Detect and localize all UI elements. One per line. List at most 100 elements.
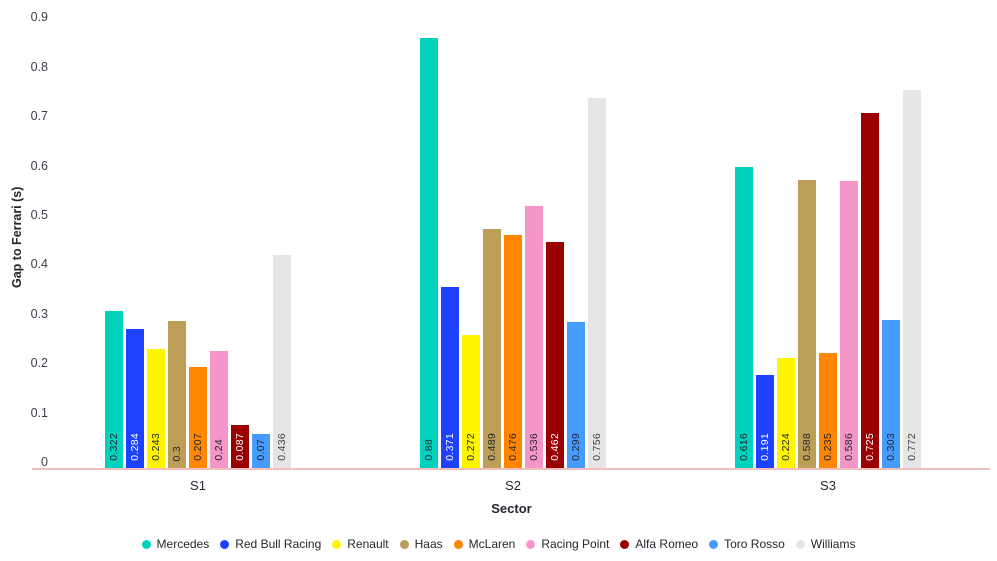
x-category-label-s3: S3	[820, 478, 836, 493]
bar-value-label: 0.586	[843, 433, 855, 461]
legend-item-williams[interactable]: Williams	[795, 537, 856, 551]
bar-haas-s1[interactable]: 0.3	[168, 321, 186, 468]
y-tick-label: 0.6	[30, 159, 48, 173]
bar-value-label: 0.224	[780, 433, 792, 461]
bar-value-label: 0.616	[738, 433, 750, 461]
bar-mclaren-s2[interactable]: 0.476	[504, 235, 522, 468]
bar-value-label: 0.3	[171, 445, 183, 462]
legend-item-red-bull-racing[interactable]: Red Bull Racing	[220, 537, 321, 551]
bar-toro-rosso-s2[interactable]: 0.299	[567, 322, 585, 468]
bar-group-s1: 0.322 0.284 0.243 0.3 0.207 0.24 0.087 0.07 0.43…	[105, 18, 291, 468]
bar-value-label: 0.322	[108, 433, 120, 461]
bar-haas-s3[interactable]: 0.588	[798, 180, 816, 468]
legend-item-mclaren[interactable]: McLaren	[453, 537, 516, 551]
y-tick-label: 0.2	[30, 356, 48, 370]
bar-mclaren-s3[interactable]: 0.235	[819, 353, 837, 468]
bar-renault-s1[interactable]: 0.243	[147, 349, 165, 468]
bar-value-label: 0.272	[465, 433, 477, 461]
bar-value-label: 0.207	[192, 433, 204, 461]
legend-label: Red Bull Racing	[235, 537, 322, 551]
legend-item-racing-point[interactable]: Racing Point	[526, 537, 609, 551]
bar-value-label: 0.24	[213, 439, 225, 461]
bar-value-label: 0.07	[255, 439, 267, 461]
legend-swatch-icon	[795, 539, 805, 549]
bar-racing-point-s1[interactable]: 0.24	[210, 351, 228, 468]
bar-group-s2: 0.88 0.371 0.272 0.489 0.476 0.536 0.462 0.299 0…	[420, 18, 606, 468]
bar-mercedes-s3[interactable]: 0.616	[735, 167, 753, 468]
bar-alfa-romeo-s3[interactable]: 0.725	[861, 113, 879, 468]
x-axis-line	[32, 468, 990, 470]
y-tick-label: 0.3	[30, 307, 48, 321]
bar-group-s3: 0.616 0.191 0.224 0.588 0.235 0.586 0.725 0.303…	[735, 18, 921, 468]
bar-value-label: 0.772	[906, 433, 918, 461]
bar-value-label: 0.235	[822, 433, 834, 461]
y-tick-label: 0.8	[30, 60, 48, 74]
y-tick-label: 0	[41, 455, 48, 469]
bar-williams-s3[interactable]: 0.772	[903, 90, 921, 468]
legend-swatch-icon	[526, 539, 536, 549]
bar-renault-s2[interactable]: 0.272	[462, 335, 480, 468]
bar-value-label: 0.436	[276, 433, 288, 461]
bar-value-label: 0.756	[591, 433, 603, 461]
bar-value-label: 0.284	[129, 433, 141, 461]
legend-swatch-icon	[332, 539, 342, 549]
bar-red-bull-racing-s1[interactable]: 0.284	[126, 329, 144, 468]
legend-swatch-icon	[453, 539, 463, 549]
legend-item-haas[interactable]: Haas	[399, 537, 443, 551]
y-tick-label: 0.9	[30, 10, 48, 24]
bar-toro-rosso-s3[interactable]: 0.303	[882, 320, 900, 468]
bar-value-label: 0.303	[885, 433, 897, 461]
legend-label: McLaren	[468, 537, 516, 551]
bar-red-bull-racing-s3[interactable]: 0.191	[756, 375, 774, 468]
bar-alfa-romeo-s1[interactable]: 0.087	[231, 425, 249, 468]
bar-red-bull-racing-s2[interactable]: 0.371	[441, 287, 459, 468]
legend-item-mercedes[interactable]: Mercedes	[141, 537, 210, 551]
bar-value-label: 0.299	[570, 433, 582, 461]
bar-value-label: 0.536	[528, 433, 540, 461]
bar-mercedes-s1[interactable]: 0.322	[105, 311, 123, 468]
legend-label: Toro Rosso	[724, 537, 785, 551]
y-tick-label: 0.1	[30, 406, 48, 420]
bar-value-label: 0.489	[486, 433, 498, 461]
y-tick-label: 0.7	[30, 109, 48, 123]
legend-label: Alfa Romeo	[635, 537, 699, 551]
legend-label: Williams	[810, 537, 856, 551]
legend-item-alfa-romeo[interactable]: Alfa Romeo	[620, 537, 698, 551]
legend-label: Renault	[347, 537, 389, 551]
bar-value-label: 0.462	[549, 433, 561, 461]
bar-alfa-romeo-s2[interactable]: 0.462	[546, 242, 564, 468]
legend: Mercedes Red Bull Racing Renault Haas McLare…	[0, 537, 997, 551]
bar-value-label: 0.476	[507, 433, 519, 461]
bar-racing-point-s2[interactable]: 0.536	[525, 206, 543, 468]
bar-williams-s1[interactable]: 0.436	[273, 255, 291, 468]
legend-swatch-icon	[399, 539, 409, 549]
bar-toro-rosso-s1[interactable]: 0.07	[252, 434, 270, 468]
bar-value-label: 0.588	[801, 433, 813, 461]
x-category-label-s1: S1	[190, 478, 206, 493]
legend-swatch-icon	[220, 539, 230, 549]
bar-value-label: 0.191	[759, 433, 771, 461]
x-axis-title: Sector	[491, 501, 532, 516]
legend-label: Racing Point	[541, 537, 610, 551]
legend-swatch-icon	[141, 539, 151, 549]
y-tick-label: 0.4	[30, 257, 48, 271]
bar-williams-s2[interactable]: 0.756	[588, 98, 606, 468]
legend-label: Haas	[414, 537, 443, 551]
x-category-label-s2: S2	[505, 478, 521, 493]
y-tick-label: 0.5	[30, 208, 48, 222]
bar-racing-point-s3[interactable]: 0.586	[840, 181, 858, 468]
bar-value-label: 0.371	[444, 433, 456, 461]
bar-value-label: 0.725	[864, 433, 876, 461]
y-axis-title: Gap to Ferrari (s)	[10, 186, 24, 288]
bar-renault-s3[interactable]: 0.224	[777, 358, 795, 468]
bar-value-label: 0.243	[150, 433, 162, 461]
bar-mclaren-s1[interactable]: 0.207	[189, 367, 207, 468]
bar-haas-s2[interactable]: 0.489	[483, 229, 501, 468]
bar-mercedes-s2[interactable]: 0.88	[420, 38, 438, 468]
legend-item-renault[interactable]: Renault	[332, 537, 389, 551]
legend-item-toro-rosso[interactable]: Toro Rosso	[709, 537, 785, 551]
bar-value-label: 0.087	[234, 433, 246, 461]
legend-swatch-icon	[709, 539, 719, 549]
legend-label: Mercedes	[156, 537, 210, 551]
